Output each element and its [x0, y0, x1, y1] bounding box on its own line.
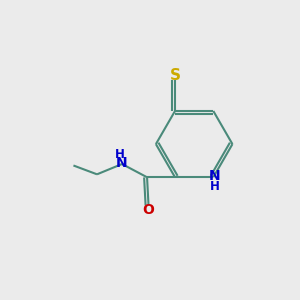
Text: H: H	[210, 180, 220, 193]
Text: H: H	[115, 148, 125, 161]
Text: N: N	[116, 156, 128, 170]
Text: N: N	[209, 169, 220, 183]
Text: O: O	[142, 202, 154, 217]
Text: S: S	[169, 68, 181, 83]
